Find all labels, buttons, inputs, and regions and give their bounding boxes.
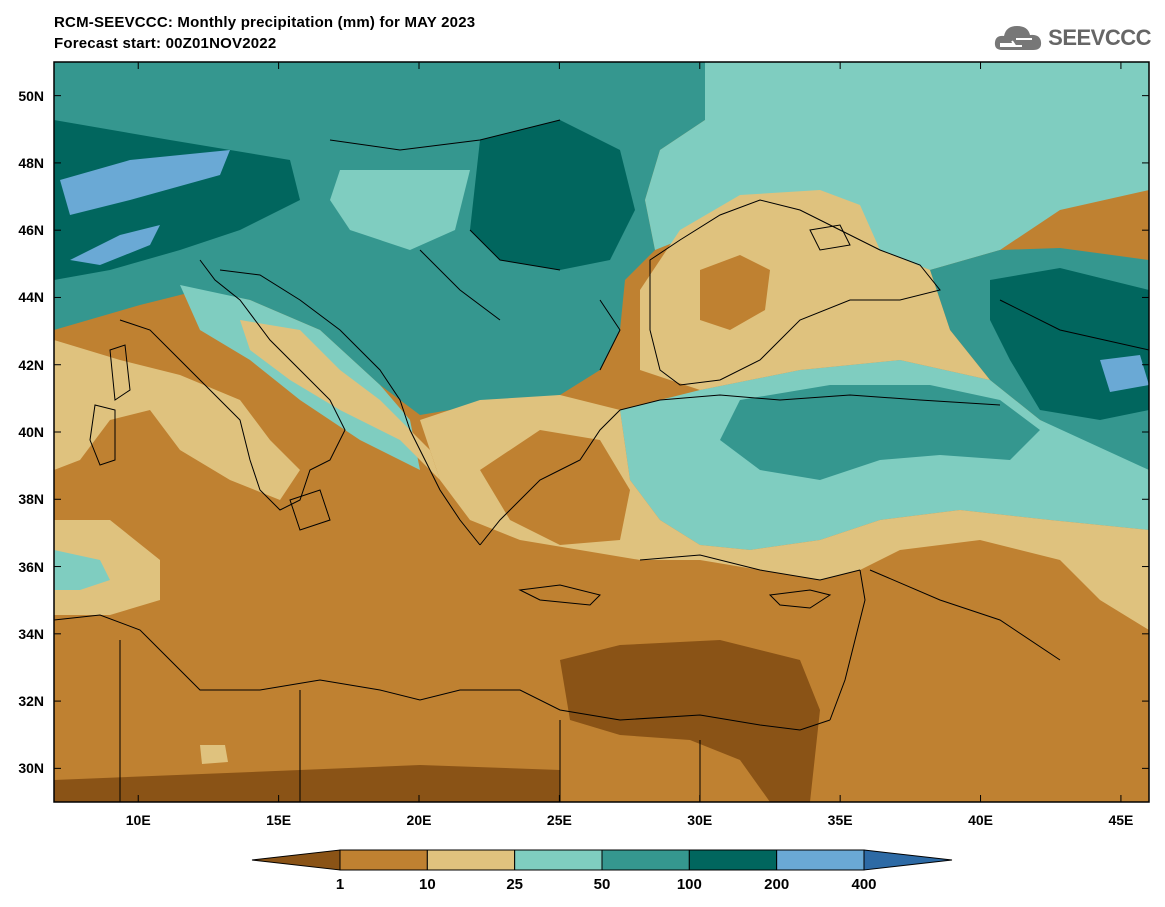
colorbar-level-label: 100 [676, 876, 702, 893]
lat-label: 46N [18, 222, 44, 239]
lat-label: 50N [18, 87, 44, 104]
forecast-start-label: Forecast start: 00Z01NOV2022 [54, 35, 277, 52]
colorbar-level-label: 1 [335, 876, 345, 893]
map-title: RCM-SEEVCCC: Monthly precipitation (mm) … [54, 14, 476, 31]
lat-label: 34N [18, 625, 44, 642]
colorbar-level-label: 10 [418, 876, 436, 893]
lon-label: 40E [968, 812, 993, 828]
lat-label: 36N [18, 558, 44, 575]
colorbar-level-label: 400 [851, 876, 877, 893]
lon-label: 10E [125, 812, 151, 828]
colorbar-box [426, 849, 516, 871]
colorbar-box [514, 849, 603, 871]
logo-text: SEEVCCC [1048, 25, 1151, 50]
precipitation-field [54, 62, 1149, 802]
lat-label: 44N [18, 289, 44, 306]
colorbar-box [339, 849, 428, 871]
lat-label: 32N [18, 693, 44, 710]
lat-label: 40N [18, 424, 44, 440]
lon-label: 20E [406, 812, 432, 828]
lon-label: 30E [687, 812, 713, 828]
lat-label: 42N [18, 356, 44, 373]
colorbar [251, 849, 953, 871]
seevccc-logo: SEEVCCC [992, 22, 1151, 54]
lon-label: 25E [546, 812, 572, 828]
colorbar-level-label: 200 [764, 876, 790, 893]
colorbar-under-triangle [251, 849, 341, 871]
colorbar-box [601, 849, 690, 871]
lon-label: 45E [1108, 812, 1134, 828]
colorbar-box [688, 849, 778, 871]
coastlines-and-borders [54, 119, 1149, 802]
cloud-icon [995, 26, 1042, 50]
colorbar-level-label: 50 [593, 876, 611, 893]
colorbar-level-label: 25 [506, 876, 523, 893]
colorbar-box [776, 849, 865, 871]
lon-label: 35E [827, 812, 853, 828]
lat-label: 38N [18, 491, 44, 508]
lat-label: 48N [18, 154, 44, 171]
lat-label: 30N [18, 760, 44, 777]
colorbar-over-triangle [863, 849, 953, 871]
lon-label: 15E [266, 812, 292, 828]
